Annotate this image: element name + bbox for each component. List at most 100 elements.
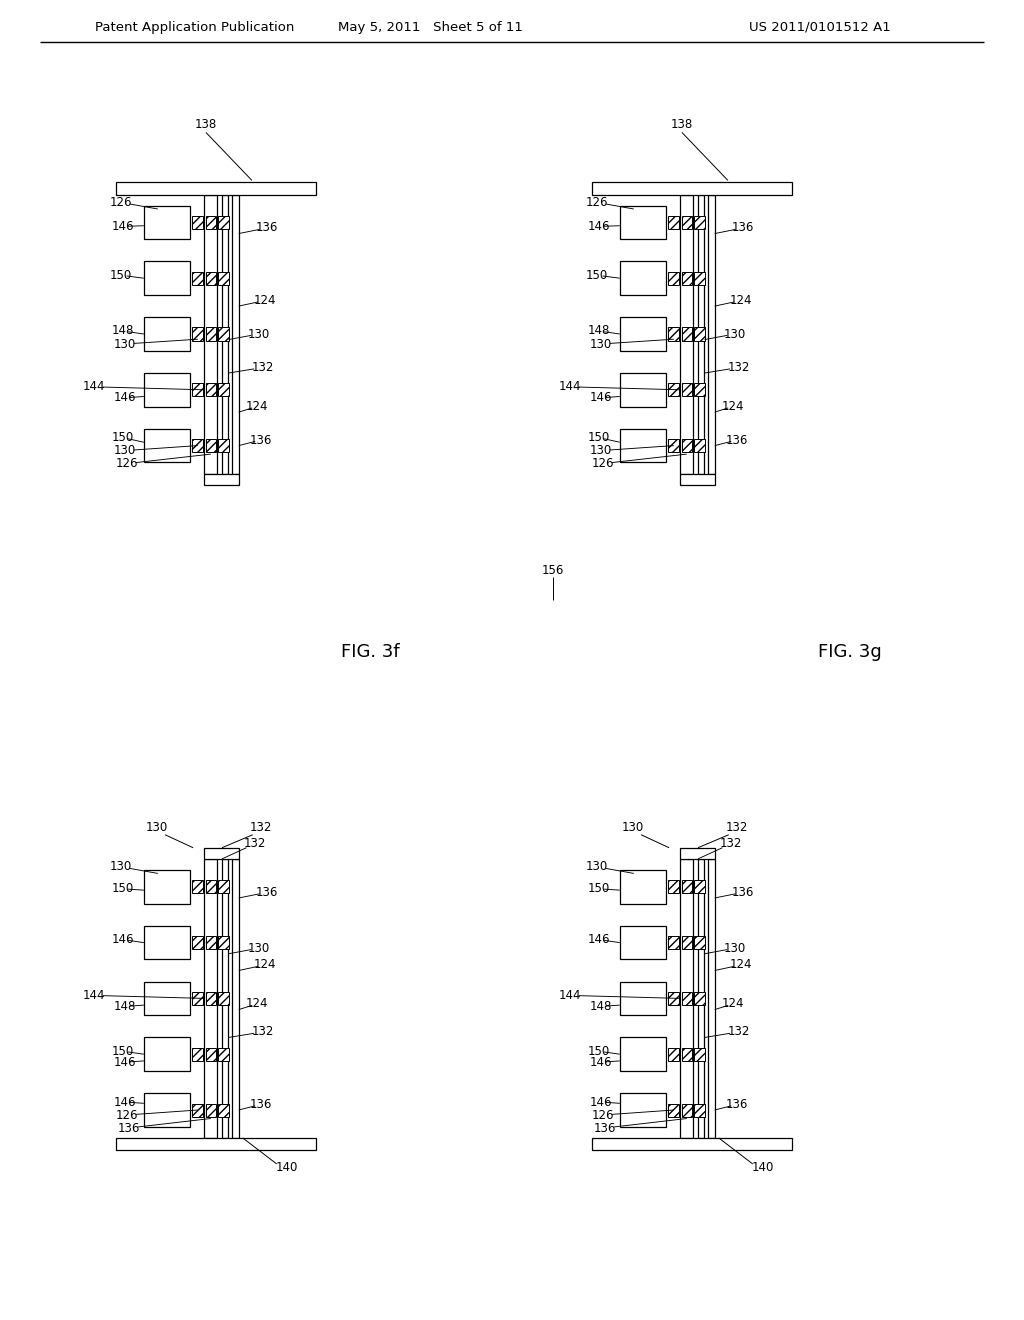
Bar (218, 1048, 229, 1061)
Bar (682, 991, 692, 1005)
Text: 130: 130 (590, 444, 612, 457)
Bar (193, 216, 204, 228)
Text: 136: 136 (731, 222, 754, 235)
Text: 132: 132 (250, 821, 272, 834)
Text: FIG. 3f: FIG. 3f (341, 643, 399, 661)
Bar (222, 859, 228, 1138)
Text: 146: 146 (114, 391, 136, 404)
Text: 126: 126 (592, 457, 614, 470)
Text: 132: 132 (252, 1026, 273, 1039)
Text: 136: 136 (726, 433, 748, 446)
Bar (669, 216, 679, 228)
Text: 130: 130 (248, 327, 270, 341)
Text: 132: 132 (727, 360, 750, 374)
Text: 146: 146 (112, 220, 134, 232)
Bar (218, 880, 229, 894)
Bar (206, 936, 216, 949)
Bar (669, 327, 679, 341)
Bar (143, 1038, 190, 1071)
Bar (620, 870, 667, 904)
Bar (680, 847, 715, 859)
Text: 136: 136 (250, 433, 272, 446)
Text: 150: 150 (112, 1044, 134, 1057)
Bar (218, 327, 229, 341)
Bar (206, 216, 216, 228)
Text: 136: 136 (731, 886, 754, 899)
Bar (620, 317, 667, 351)
Bar (143, 982, 190, 1015)
Text: 126: 126 (110, 195, 132, 209)
Bar (669, 1104, 679, 1117)
Bar (682, 440, 692, 453)
Bar (682, 936, 692, 949)
Bar (205, 194, 217, 474)
Text: May 5, 2011   Sheet 5 of 11: May 5, 2011 Sheet 5 of 11 (338, 21, 522, 33)
Bar (218, 1104, 229, 1117)
Text: 130: 130 (114, 338, 136, 351)
Text: 126: 126 (586, 195, 608, 209)
Bar (694, 880, 706, 894)
Text: 144: 144 (558, 989, 581, 1002)
Text: 126: 126 (592, 1109, 614, 1122)
Bar (694, 383, 706, 396)
Bar (694, 991, 706, 1005)
Bar (620, 374, 667, 407)
Bar (205, 847, 239, 859)
Bar (193, 1104, 204, 1117)
Bar (682, 1104, 692, 1117)
Bar (218, 936, 229, 949)
Text: 156: 156 (542, 564, 564, 577)
Bar (143, 317, 190, 351)
Text: 148: 148 (588, 325, 610, 338)
Text: 130: 130 (146, 821, 168, 834)
Bar (218, 383, 229, 396)
Bar (206, 991, 216, 1005)
Text: 136: 136 (118, 1122, 140, 1134)
Text: 124: 124 (722, 400, 744, 413)
Text: 150: 150 (588, 1044, 610, 1057)
Bar (218, 991, 229, 1005)
Text: 140: 140 (752, 1162, 774, 1175)
Bar (116, 1138, 315, 1150)
Bar (669, 272, 679, 285)
Bar (592, 182, 792, 194)
Bar (232, 194, 239, 474)
Text: 136: 136 (594, 1122, 616, 1134)
Text: 138: 138 (195, 117, 217, 131)
Bar (682, 383, 692, 396)
Bar (232, 859, 239, 1138)
Text: 138: 138 (671, 117, 693, 131)
Bar (682, 880, 692, 894)
Text: US 2011/0101512 A1: US 2011/0101512 A1 (750, 21, 891, 33)
Bar (143, 374, 190, 407)
Bar (669, 1048, 679, 1061)
Text: 132: 132 (726, 821, 748, 834)
Bar (694, 272, 706, 285)
Text: 150: 150 (112, 882, 134, 895)
Bar (193, 1048, 204, 1061)
Bar (193, 880, 204, 894)
Text: 146: 146 (590, 1096, 612, 1109)
Bar (143, 925, 190, 960)
Text: 140: 140 (275, 1162, 298, 1175)
Text: 150: 150 (588, 882, 610, 895)
Text: 124: 124 (729, 294, 752, 308)
Bar (669, 383, 679, 396)
Text: 130: 130 (724, 941, 745, 954)
Text: 136: 136 (256, 886, 278, 899)
Text: 146: 146 (590, 391, 612, 404)
Text: 144: 144 (83, 380, 105, 393)
Text: 148: 148 (112, 325, 134, 338)
Text: 126: 126 (116, 1109, 138, 1122)
Bar (143, 429, 190, 462)
Bar (222, 194, 228, 474)
Text: 146: 146 (590, 1056, 612, 1069)
Bar (205, 859, 217, 1138)
Bar (143, 261, 190, 294)
Bar (669, 936, 679, 949)
Bar (218, 216, 229, 228)
Bar (694, 1048, 706, 1061)
Bar (694, 440, 706, 453)
Text: 146: 146 (588, 220, 610, 232)
Text: 126: 126 (116, 457, 138, 470)
